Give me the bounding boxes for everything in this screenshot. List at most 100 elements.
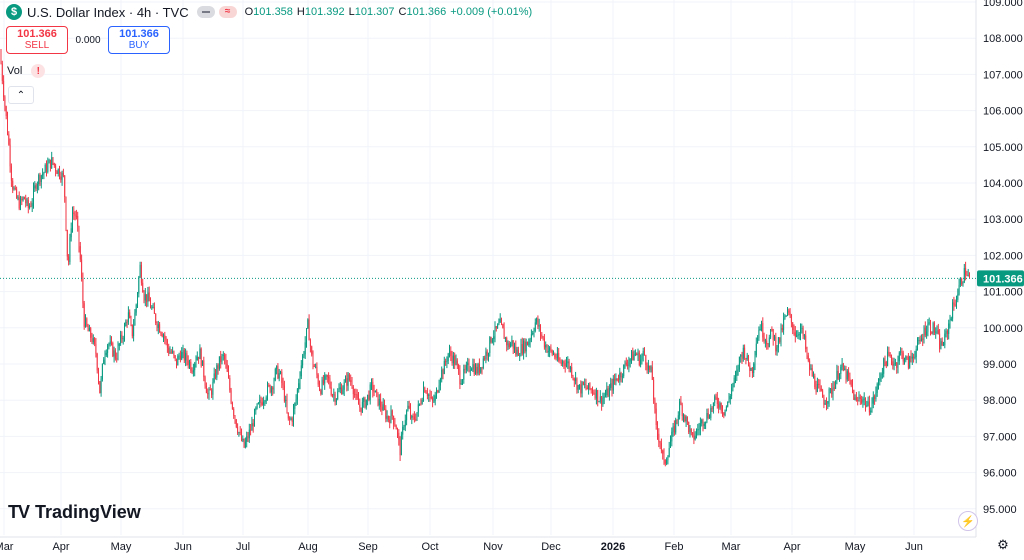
candle-body xyxy=(290,418,292,420)
buy-button[interactable]: 101.366 BUY xyxy=(108,26,170,54)
candle-body xyxy=(65,196,67,230)
candle-body xyxy=(784,315,786,319)
x-tick-label: Mar xyxy=(0,541,14,553)
candle-body xyxy=(641,355,643,360)
candle-body xyxy=(237,427,239,433)
candle-body xyxy=(490,337,492,343)
candle-body xyxy=(68,256,70,262)
candle-body xyxy=(163,335,164,337)
candle-body xyxy=(361,401,363,412)
candle-body xyxy=(508,343,510,348)
candle-body xyxy=(512,340,514,349)
candle-body xyxy=(729,396,731,400)
candle-body xyxy=(62,172,64,176)
gear-icon[interactable]: ⚙ xyxy=(997,537,1009,552)
candle-body xyxy=(889,354,891,356)
candle-body xyxy=(143,292,145,301)
low-value: 101.307 xyxy=(354,6,395,18)
candle-body xyxy=(909,356,911,368)
candle-body xyxy=(503,328,505,339)
candle-body xyxy=(494,326,496,337)
candle-body xyxy=(313,365,315,367)
candle-body xyxy=(841,363,843,367)
candle-body xyxy=(23,197,25,200)
candle-body xyxy=(172,351,174,353)
y-tick-label: 98.000 xyxy=(983,395,1017,407)
candle-body xyxy=(486,351,488,356)
candle-body xyxy=(99,381,101,394)
y-tick-label: 108.000 xyxy=(983,33,1023,45)
sell-button[interactable]: 101.366 SELL xyxy=(6,26,68,54)
chevron-up-icon[interactable]: ⌃ xyxy=(8,86,34,104)
candle-body xyxy=(774,336,775,340)
candle-body xyxy=(169,351,171,354)
candle-body xyxy=(558,353,560,361)
candle-body xyxy=(211,390,213,395)
candle-body xyxy=(930,322,931,332)
candle-body xyxy=(289,418,291,420)
candle-body xyxy=(122,338,124,340)
candle-body xyxy=(911,356,913,359)
time-axis[interactable]: Mar Apr May Jun Jul Aug Sep Oct Nov Dec 2026 Feb Mar… xyxy=(0,541,923,553)
candle-body xyxy=(224,354,226,360)
candle-body xyxy=(446,361,448,363)
candle-body xyxy=(432,397,434,401)
candle-body xyxy=(85,318,86,327)
candle-body xyxy=(121,334,123,340)
tradingview-logo[interactable]: TV TradingView xyxy=(8,502,141,523)
candle-body xyxy=(354,394,356,395)
candle-body xyxy=(101,363,103,379)
ohlc-values: O101.358 H101.392 L101.307 C101.366 +0.0… xyxy=(245,6,533,18)
candle-body xyxy=(174,355,176,359)
candle-body xyxy=(296,389,298,400)
high-value: 101.392 xyxy=(304,6,345,18)
symbol-title[interactable]: U.S. Dollar Index · 4h · TVC xyxy=(27,4,189,20)
candle-body xyxy=(598,401,600,403)
candle-body xyxy=(88,328,90,332)
candle-body xyxy=(112,342,114,357)
candle-body xyxy=(164,335,166,339)
candle-body xyxy=(965,267,967,275)
candle-body xyxy=(294,403,296,409)
candle-body xyxy=(675,419,677,433)
candle-body xyxy=(683,414,684,417)
candle-body xyxy=(221,355,223,363)
candle-body xyxy=(146,294,148,302)
candle-body xyxy=(737,369,739,371)
y-tick-label: 100.000 xyxy=(983,323,1023,335)
candle-body xyxy=(230,390,232,403)
warning-icon[interactable]: ! xyxy=(31,64,46,78)
candle-body xyxy=(497,324,499,329)
price-axis[interactable]: 109.000 108.000 107.000 106.000 105.000 104.0… xyxy=(983,0,1023,516)
candle-body xyxy=(668,448,670,457)
candle-body xyxy=(807,355,809,361)
candle-body xyxy=(445,361,447,363)
sell-label: SELL xyxy=(24,40,50,51)
candle-body xyxy=(103,359,105,364)
candle-body xyxy=(273,380,275,390)
collapse-pill-icon[interactable] xyxy=(196,6,215,18)
lightning-icon[interactable]: ⚡ xyxy=(958,511,978,531)
tradingview-logo-mark: TV xyxy=(8,502,30,522)
candle-body xyxy=(226,363,228,372)
candle-body xyxy=(874,396,876,399)
candle-body xyxy=(959,278,961,285)
candle-body xyxy=(692,432,694,434)
candle-body xyxy=(200,348,202,366)
volume-indicator[interactable]: Vol ! xyxy=(7,64,46,78)
candle-body xyxy=(722,410,723,413)
approx-pill-icon[interactable]: ≈ xyxy=(218,6,237,18)
candle-body xyxy=(876,383,878,393)
candle-body xyxy=(580,384,582,394)
candle-body xyxy=(855,397,857,401)
candle-body xyxy=(350,380,352,382)
candle-body xyxy=(588,383,590,390)
close-key: C xyxy=(398,6,407,18)
candle-body xyxy=(771,329,773,330)
candle-body xyxy=(498,322,500,325)
candle-body xyxy=(835,380,837,389)
candle-body xyxy=(419,403,421,405)
change-value: +0.009 (+0.01%) xyxy=(450,6,533,18)
candle-body xyxy=(527,341,528,346)
